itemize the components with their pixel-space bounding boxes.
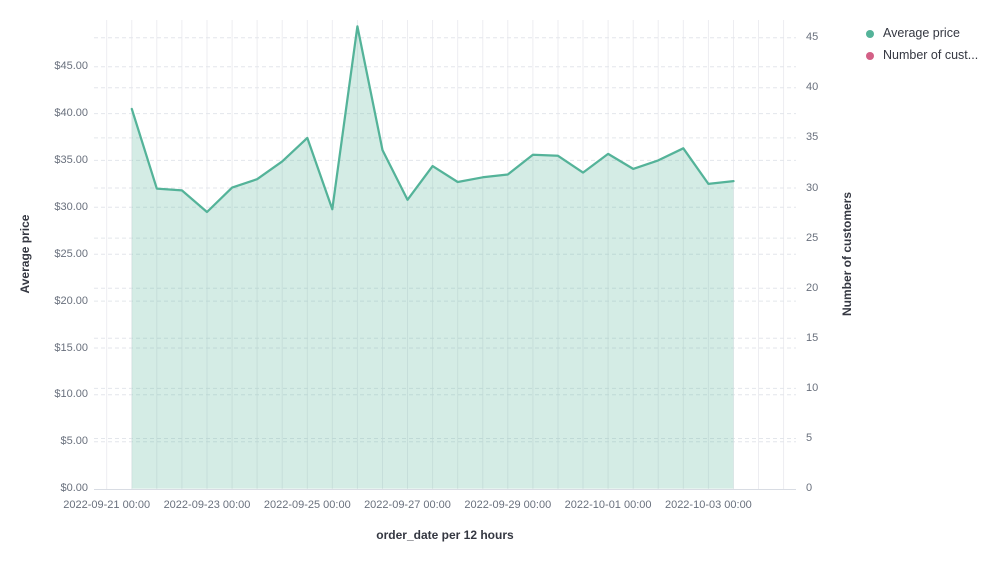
x-axis-tick: 2022-09-21 00:00 <box>63 499 151 511</box>
legend: Average price Number of cust... <box>866 26 978 63</box>
right-axis-tick: 45 <box>806 31 819 44</box>
left-axis-tick: $20.00 <box>54 294 88 307</box>
right-axis-tick: 35 <box>806 131 819 144</box>
left-axis-tick: $0.00 <box>60 482 88 495</box>
legend-item-number-of-customers[interactable]: Number of cust... <box>866 48 978 63</box>
x-axis-tick: 2022-09-27 00:00 <box>364 499 451 511</box>
left-axis-tick: $10.00 <box>54 388 88 401</box>
legend-item-average-price[interactable]: Average price <box>866 26 978 41</box>
right-axis-tick: 25 <box>806 231 819 244</box>
x-axis-title: order_date per 12 hours <box>376 528 514 542</box>
left-axis-tick: $25.00 <box>54 247 88 260</box>
x-axis-tick: 2022-09-29 00:00 <box>464 499 552 511</box>
x-axis-tick: 2022-09-25 00:00 <box>263 499 351 511</box>
right-axis-tick: 10 <box>806 381 819 394</box>
left-axis-tick: $15.00 <box>54 341 88 354</box>
right-axis-tick: 5 <box>806 432 813 444</box>
legend-label: Number of cust... <box>883 48 979 62</box>
x-axis-tick: 2022-09-23 00:00 <box>163 499 251 511</box>
right-axis-tick: 40 <box>806 81 819 94</box>
right-axis-tick: 0 <box>806 482 813 495</box>
right-axis-title: Number of customers <box>840 191 854 317</box>
left-axis-tick: $5.00 <box>60 435 88 448</box>
right-axis-tick: 20 <box>806 281 819 294</box>
x-axis-tick: 2022-10-01 00:00 <box>564 499 652 511</box>
left-axis-tick: $45.00 <box>54 60 88 73</box>
legend-dot-icon <box>866 29 874 38</box>
legend-dot-icon <box>866 51 874 60</box>
right-axis-tick: 30 <box>806 181 819 194</box>
left-axis-tick: $30.00 <box>54 200 88 213</box>
x-axis-tick: 2022-10-03 00:00 <box>664 499 752 511</box>
legend-label: Average price <box>883 26 960 40</box>
left-axis-tick: $35.00 <box>54 153 88 166</box>
left-axis-tick: $40.00 <box>54 107 88 120</box>
right-axis-tick: 15 <box>806 331 819 344</box>
